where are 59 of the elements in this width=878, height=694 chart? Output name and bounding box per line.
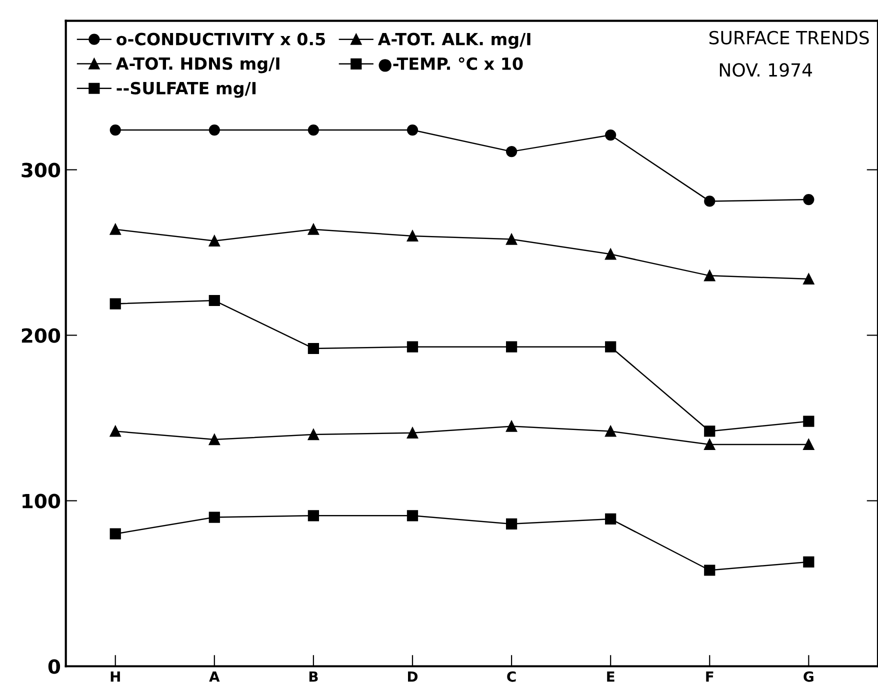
point — [704, 426, 716, 437]
point — [506, 234, 518, 245]
point — [803, 416, 814, 427]
point — [308, 428, 320, 440]
point — [406, 427, 418, 438]
x-tick-label: B — [309, 672, 318, 682]
point — [704, 270, 716, 282]
point — [110, 298, 121, 310]
point — [208, 512, 220, 523]
point — [406, 341, 418, 352]
point — [506, 518, 518, 530]
point — [308, 124, 320, 136]
point — [110, 426, 121, 437]
point — [704, 438, 716, 450]
text: NOV. 1974 — [720, 63, 812, 77]
y-tick-label: 200 — [22, 328, 60, 343]
point — [406, 124, 418, 136]
point — [605, 341, 616, 352]
point — [406, 510, 418, 522]
legend-label: A-TOT. ALK. mg/I — [378, 32, 530, 49]
point — [605, 129, 616, 141]
x-tick-label: F — [706, 672, 714, 682]
point — [506, 341, 518, 352]
point — [803, 438, 814, 450]
point — [406, 230, 418, 242]
x-tick-label: H — [110, 672, 120, 682]
point — [605, 513, 616, 525]
point — [208, 434, 220, 446]
point — [803, 556, 814, 568]
point — [208, 294, 220, 306]
legend-label: ●-TEMP. °C x 10 — [378, 57, 523, 72]
point — [308, 510, 320, 522]
point — [803, 194, 814, 206]
point — [110, 528, 121, 540]
y-tick-label: 300 — [22, 162, 60, 178]
point — [704, 564, 716, 576]
point — [704, 196, 716, 207]
point — [208, 124, 220, 136]
chart-title: SURFACE TRENDS — [709, 30, 869, 44]
x-tick-label: A — [209, 672, 220, 682]
point — [110, 124, 121, 136]
point — [506, 146, 518, 158]
legend-label: --SULFATE mg/I — [116, 82, 256, 98]
x-tick-label: D — [408, 672, 418, 682]
point — [506, 420, 518, 432]
x-tick-label: C — [507, 671, 516, 682]
point — [605, 426, 616, 437]
y-tick-label: 0 — [48, 659, 60, 674]
y-tick-label: 100 — [22, 494, 60, 508]
point — [308, 342, 320, 354]
point — [605, 248, 616, 260]
x-tick-label: G — [804, 671, 814, 682]
legend-label: A-TOT. HDNS mg/I — [116, 57, 280, 74]
legend-label: o-CONDUCTIVITY x 0.5 — [116, 32, 325, 46]
point — [803, 273, 814, 285]
point — [208, 235, 220, 246]
x-tick-label: E — [607, 672, 614, 682]
point — [110, 224, 121, 235]
point — [308, 224, 320, 235]
